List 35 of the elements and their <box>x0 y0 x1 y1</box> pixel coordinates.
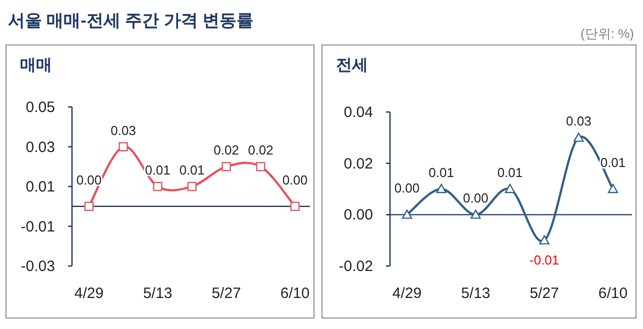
data-label: -0.01 <box>530 252 560 268</box>
y-tick-label: 0.01 <box>26 178 55 196</box>
data-label: 0.00 <box>463 190 488 206</box>
data-label: 0.03 <box>566 114 592 129</box>
data-label: 0.02 <box>214 142 239 158</box>
data-label: 0.01 <box>600 155 626 170</box>
x-tick-label: 6/10 <box>280 285 310 302</box>
y-tick-label: 0.02 <box>344 155 373 172</box>
y-tick-label: -0.01 <box>20 218 55 236</box>
data-label: 0.01 <box>145 162 170 178</box>
x-tick-label: 4/29 <box>74 285 104 302</box>
x-tick-label: 5/13 <box>461 285 490 302</box>
x-tick-label: 5/13 <box>143 285 172 302</box>
data-label: 0.01 <box>428 165 454 180</box>
y-tick-label: -0.02 <box>338 258 373 275</box>
y-tick-label: 0.04 <box>344 104 373 121</box>
chart-subtitle: 매매 <box>20 57 52 74</box>
data-label: 0.00 <box>394 180 420 196</box>
text: (단위: %) <box>580 26 634 41</box>
x-tick-label: 4/29 <box>392 285 422 302</box>
x-tick-label: 5/27 <box>212 285 241 302</box>
data-label: 0.01 <box>179 162 205 178</box>
data-label: 0.00 <box>282 172 308 188</box>
data-label: 0.02 <box>248 142 274 158</box>
data-label: 0.01 <box>497 165 523 180</box>
data-label: 0.03 <box>110 122 136 138</box>
x-tick-label: 5/27 <box>530 285 559 302</box>
y-tick-label: -0.03 <box>20 258 55 275</box>
data-label: 0.00 <box>76 172 102 188</box>
y-tick-label: 0.00 <box>344 206 373 224</box>
y-tick-label: 0.05 <box>26 99 55 116</box>
y-tick-label: 0.03 <box>26 138 55 156</box>
x-tick-label: 6/10 <box>598 285 628 302</box>
chart-subtitle: 전세 <box>336 57 368 74</box>
chart-title: 서울 매매-전세 주간 가격 변동률 <box>8 11 254 30</box>
